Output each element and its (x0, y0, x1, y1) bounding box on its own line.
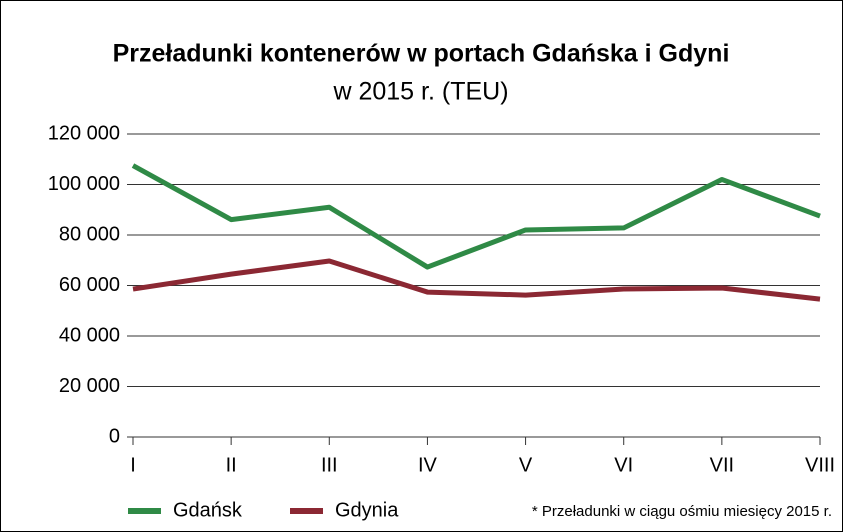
y-tick-label: 20 000 (59, 375, 120, 397)
chart-subtitle: w 2015 r. (TEU) (332, 78, 508, 106)
x-tick-label: VII (710, 454, 734, 476)
y-tick-label: 80 000 (59, 223, 120, 245)
x-tick-label: VIII (805, 454, 835, 476)
chart-title: Przeładunki kontenerów w portach Gdańska… (113, 40, 730, 68)
y-tick-label: 60 000 (59, 274, 120, 296)
y-tick-label: 40 000 (59, 324, 120, 346)
x-tick-label: V (519, 454, 533, 476)
x-tick-label: III (321, 454, 338, 476)
x-tick-label: I (130, 454, 136, 476)
y-tick-label: 120 000 (48, 122, 120, 144)
legend-label: Gdańsk (173, 499, 243, 521)
annotation: * Przeładunki w ciągu ośmiu miesięcy 201… (532, 503, 832, 520)
y-tick-label: 0 (109, 425, 120, 447)
x-tick-label: VI (614, 454, 633, 476)
series-line (132, 258, 821, 302)
series-line (131, 163, 821, 270)
x-tick-label: IV (418, 454, 438, 476)
x-tick-label: II (226, 454, 237, 476)
legend-label: Gdynia (335, 499, 399, 521)
y-tick-label: 100 000 (48, 173, 120, 195)
